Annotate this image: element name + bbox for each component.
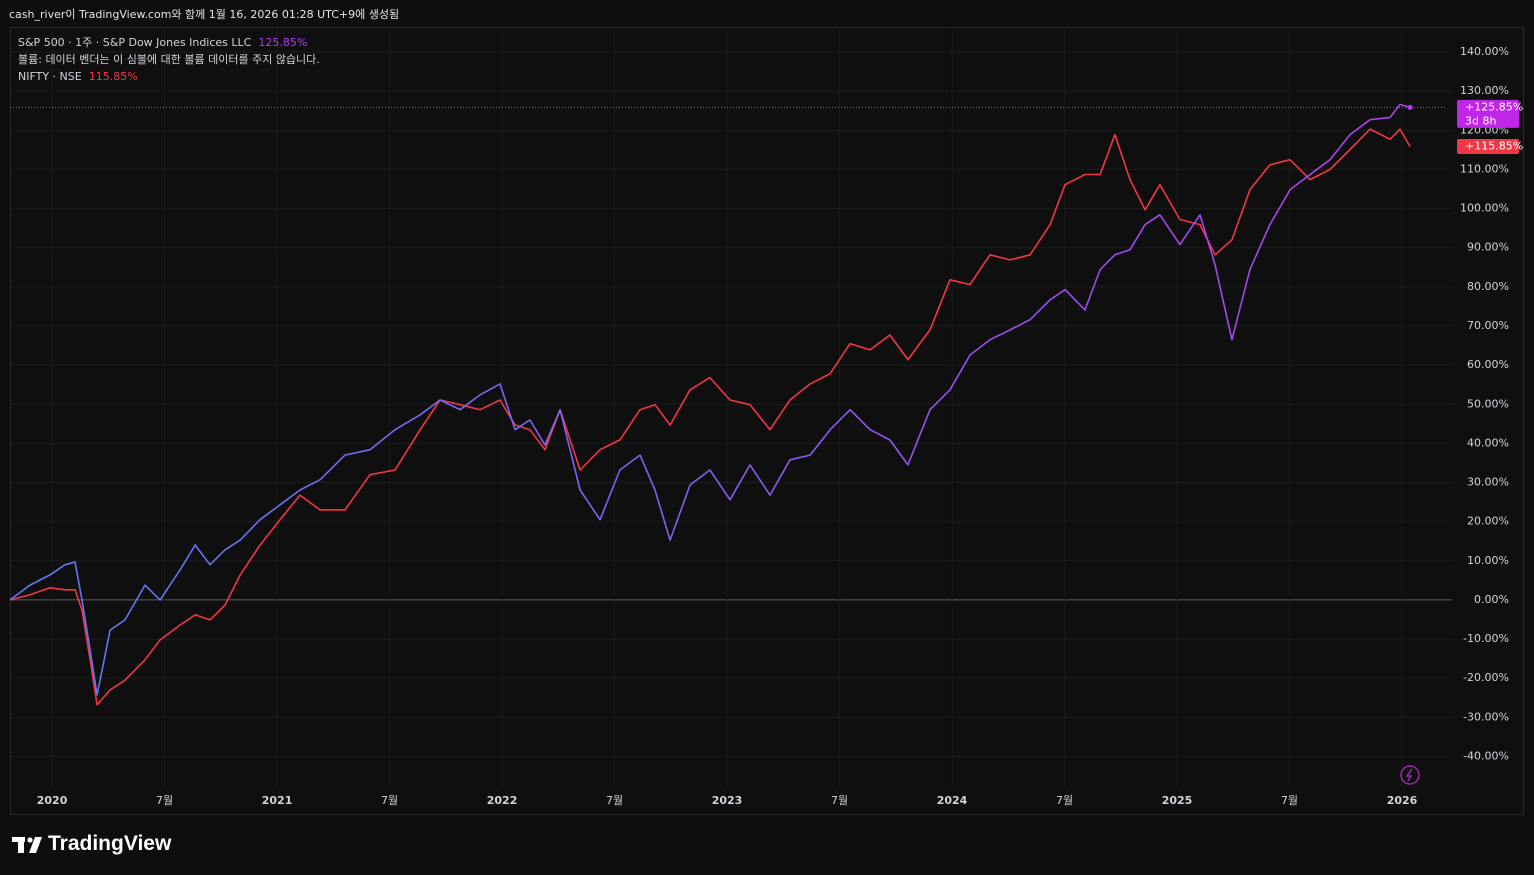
x-tick-label: 2024 xyxy=(937,794,968,807)
y-tick-label: -40.00% xyxy=(1463,749,1509,762)
notice-text: 볼륨: 데이터 벤더는 이 심볼에 대한 볼륨 데이터를 주지 않습니다. xyxy=(18,53,320,66)
caption: cash_river이 TradingView.com와 함께 1월 16, 2… xyxy=(9,8,400,21)
logo-mark xyxy=(12,837,42,853)
x-tick-label: 7월 xyxy=(606,794,623,807)
legend-row[interactable]: NIFTY · NSE 115.85% xyxy=(18,68,320,85)
legend-name: NIFTY · NSE xyxy=(18,70,82,83)
y-tick-label: 110.00% xyxy=(1460,162,1509,175)
x-tick-label: 2022 xyxy=(487,794,518,807)
y-tick-label: 100.00% xyxy=(1460,202,1509,215)
y-tick-label: 0.00% xyxy=(1474,593,1509,606)
x-tick-label: 7월 xyxy=(156,794,173,807)
y-tick-label: -10.00% xyxy=(1463,632,1509,645)
price-tag-label: +125.85% xyxy=(1465,100,1523,113)
x-tick-label: 2023 xyxy=(712,794,743,807)
y-tick-label: 140.00% xyxy=(1460,45,1509,58)
y-tick-label: 60.00% xyxy=(1467,358,1509,371)
x-tick-label: 2025 xyxy=(1162,794,1193,807)
legend-value: 115.85% xyxy=(88,70,138,83)
volume-notice: 볼륨: 데이터 벤더는 이 심볼에 대한 볼륨 데이터를 주지 않습니다. xyxy=(18,51,320,68)
x-tick-label: 7월 xyxy=(831,794,848,807)
y-tick-label: 130.00% xyxy=(1460,84,1509,97)
price-tag xyxy=(1457,139,1519,155)
x-tick-label: 7월 xyxy=(1056,794,1073,807)
y-tick-label: 80.00% xyxy=(1467,280,1509,293)
y-tick-label: 70.00% xyxy=(1467,319,1509,332)
series-line xyxy=(9,128,1411,706)
y-tick-label: 30.00% xyxy=(1467,476,1509,489)
y-tick-label: 10.00% xyxy=(1467,554,1509,567)
price-tag-label: +115.85% xyxy=(1465,140,1523,153)
brand: TradingView xyxy=(48,832,172,855)
series-line xyxy=(9,103,1411,696)
legend-row[interactable]: S&P 500 · 1주 · S&P Dow Jones Indices LLC… xyxy=(18,34,320,51)
y-tick-label: 50.00% xyxy=(1467,397,1509,410)
legend-value: 125.85% xyxy=(258,36,308,49)
chart-frame xyxy=(10,27,1524,815)
price-tag xyxy=(1457,99,1519,128)
y-tick-label: 20.00% xyxy=(1467,515,1509,528)
y-tick-label: 40.00% xyxy=(1467,436,1509,449)
x-tick-label: 2026 xyxy=(1387,794,1418,807)
last-point xyxy=(1407,104,1413,110)
x-tick-label: 2020 xyxy=(37,794,68,807)
y-tick-label: 90.00% xyxy=(1467,241,1509,254)
legend: S&P 500 · 1주 · S&P Dow Jones Indices LLC… xyxy=(18,34,320,85)
x-tick-label: 2021 xyxy=(262,794,293,807)
x-tick-label: 7월 xyxy=(381,794,398,807)
legend-name: S&P 500 · 1주 · S&P Dow Jones Indices LLC xyxy=(18,36,252,49)
countdown: 3d 8h xyxy=(1465,114,1496,127)
y-tick-label: -30.00% xyxy=(1463,710,1509,723)
x-tick-label: 7월 xyxy=(1281,794,1298,807)
y-tick-label: -20.00% xyxy=(1463,671,1509,684)
alert-icon[interactable] xyxy=(1400,765,1420,785)
